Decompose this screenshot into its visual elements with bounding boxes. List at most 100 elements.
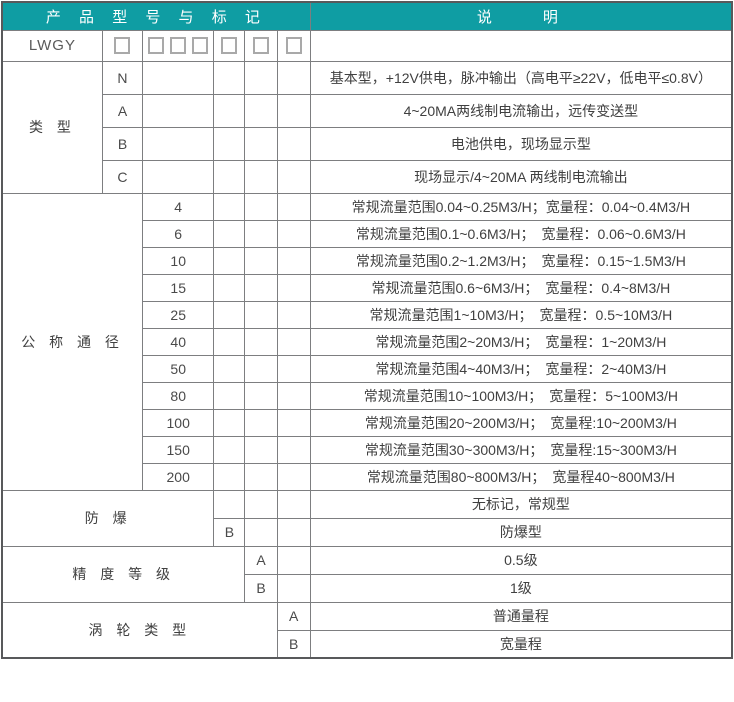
- checkbox-icon: [114, 37, 131, 55]
- code-cell: 100: [142, 408, 215, 437]
- table-row: 类 型 N 基本型，+12V供电，脉冲输出（高电平≥22V，低电平≤0.8V）: [1, 60, 733, 194]
- model-box-group-4: [244, 29, 278, 62]
- code-cell: N: [101, 60, 144, 95]
- code-cell: 150: [142, 435, 215, 464]
- empty-cell: [276, 273, 311, 302]
- empty-cell: [309, 29, 733, 62]
- section-label-explosion: 防 爆: [1, 489, 215, 547]
- table-row: 防 爆 无标记，常规型: [1, 489, 733, 547]
- description-cell: 常规流量范围0.04~0.25M3/H；宽量程：0.04~0.4M3/H: [309, 192, 733, 221]
- table-row: 10 常规流量范围0.2~1.2M3/H； 宽量程：0.15~1.5M3/H: [2, 246, 733, 275]
- code-cell: 50: [142, 354, 215, 383]
- empty-cell: [276, 60, 311, 95]
- empty-cell: [213, 408, 246, 437]
- empty-cell: [276, 159, 311, 194]
- description-cell: 4~20MA两线制电流输出，远传变送型: [309, 93, 733, 128]
- description-cell: 普通量程: [309, 601, 733, 631]
- empty-cell: [213, 381, 246, 410]
- table-row: 涡 轮 类 型 A 普通量程: [1, 601, 733, 659]
- empty-cell: [276, 219, 311, 248]
- empty-cell: [142, 60, 215, 95]
- table-row: 6 常规流量范围0.1~0.6M3/H； 宽量程：0.06~0.6M3/H: [2, 219, 733, 248]
- checkbox-icon: [253, 37, 270, 55]
- empty-cell: [276, 462, 311, 491]
- description-cell: 常规流量范围0.6~6M3/H； 宽量程：0.4~8M3/H: [309, 273, 733, 302]
- code-cell: 200: [142, 462, 215, 491]
- empty-cell: [276, 192, 311, 221]
- description-cell: 常规流量范围30~300M3/H； 宽量程:15~300M3/H: [309, 435, 733, 464]
- empty-cell: [213, 462, 246, 491]
- checkbox-icon: [285, 37, 302, 55]
- table-row: 150 常规流量范围30~300M3/H； 宽量程:15~300M3/H: [2, 435, 733, 464]
- description-cell: 常规流量范围2~20M3/H； 宽量程：1~20M3/H: [309, 327, 733, 356]
- model-row: LWGY: [1, 29, 733, 62]
- header-left-title: 产 品 型 号 与 标 记: [1, 1, 311, 31]
- empty-cell: [213, 219, 246, 248]
- empty-cell: [244, 273, 278, 302]
- empty-cell: [213, 246, 246, 275]
- description-cell: 常规流量范围1~10M3/H； 宽量程：0.5~10M3/H: [309, 300, 733, 329]
- empty-cell: [244, 354, 278, 383]
- checkbox-icon: [192, 37, 209, 55]
- section-label-accuracy: 精 度 等 级: [1, 545, 246, 603]
- checkbox-icon: [221, 37, 238, 55]
- code-cell: A: [101, 93, 144, 128]
- code-cell: 6: [142, 219, 215, 248]
- empty-cell: [276, 517, 311, 547]
- header-right-title: 说 明: [309, 1, 733, 31]
- description-cell: 防爆型: [309, 517, 733, 547]
- model-box-group-5: [276, 29, 311, 62]
- empty-cell: [244, 327, 278, 356]
- code-cell: 4: [142, 192, 215, 221]
- empty-cell: [244, 93, 278, 128]
- description-cell: 常规流量范围0.2~1.2M3/H； 宽量程：0.15~1.5M3/H: [309, 246, 733, 275]
- model-selection-table: 产 品 型 号 与 标 记 说 明 LWGY 类 型 N 基本型，+12V供电，…: [1, 1, 733, 659]
- empty-cell: [244, 489, 278, 519]
- empty-cell: [244, 60, 278, 95]
- description-cell: 基本型，+12V供电，脉冲输出（高电平≥22V，低电平≤0.8V）: [309, 60, 733, 95]
- model-box-group-3: [213, 29, 246, 62]
- table-row: 公 称 通 径 4 常规流量范围0.04~0.25M3/H；宽量程：0.04~0…: [1, 192, 733, 491]
- table-row: A 4~20MA两线制电流输出，远传变送型: [2, 93, 733, 128]
- empty-cell: [244, 517, 278, 547]
- empty-cell: [244, 159, 278, 194]
- table-row: B 防爆型: [2, 517, 733, 547]
- empty-cell: [276, 327, 311, 356]
- code-cell: 80: [142, 381, 215, 410]
- model-box-group-1: [101, 29, 144, 62]
- empty-cell: [244, 192, 278, 221]
- description-cell: 电池供电，现场显示型: [309, 126, 733, 161]
- empty-cell: [213, 354, 246, 383]
- empty-cell: [244, 408, 278, 437]
- empty-cell: [244, 381, 278, 410]
- section-label-diameter: 公 称 通 径: [1, 192, 144, 491]
- empty-cell: [276, 126, 311, 161]
- description-cell: 常规流量范围80~800M3/H； 宽量程40~800M3/H: [309, 462, 733, 491]
- section-label-type: 类 型: [1, 60, 103, 194]
- description-cell: 1级: [309, 573, 733, 603]
- model-code: LWGY: [1, 29, 103, 62]
- table-row: 精 度 等 级 A 0.5级: [1, 545, 733, 603]
- empty-cell: [142, 126, 215, 161]
- description-cell: 常规流量范围20~200M3/H； 宽量程:10~200M3/H: [309, 408, 733, 437]
- empty-cell: [276, 435, 311, 464]
- empty-cell: [276, 246, 311, 275]
- empty-cell: [213, 93, 246, 128]
- empty-cell: [276, 489, 311, 519]
- checkbox-icon: [148, 37, 165, 55]
- empty-cell: [213, 327, 246, 356]
- empty-cell: [276, 545, 311, 575]
- description-cell: 常规流量范围0.1~0.6M3/H； 宽量程：0.06~0.6M3/H: [309, 219, 733, 248]
- code-cell: 40: [142, 327, 215, 356]
- table-row: 15 常规流量范围0.6~6M3/H； 宽量程：0.4~8M3/H: [2, 273, 733, 302]
- empty-cell: [244, 462, 278, 491]
- description-cell: 常规流量范围10~100M3/H； 宽量程：5~100M3/H: [309, 381, 733, 410]
- table-row: B 1级: [2, 573, 733, 603]
- code-cell: A: [244, 545, 278, 575]
- empty-cell: [213, 60, 246, 95]
- code-cell: B: [213, 517, 246, 547]
- empty-cell: [244, 219, 278, 248]
- section-label-turbine: 涡 轮 类 型: [1, 601, 278, 659]
- empty-cell: [213, 300, 246, 329]
- code-cell: 15: [142, 273, 215, 302]
